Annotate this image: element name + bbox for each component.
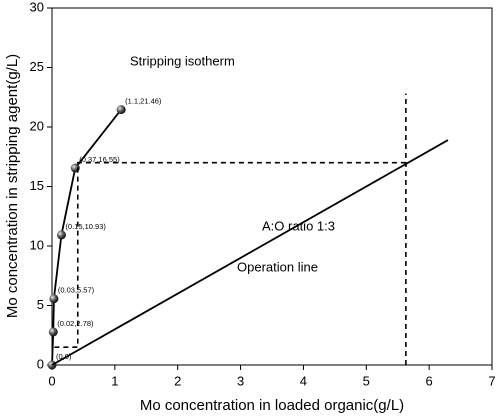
y-axis-title: Mo concentration in stripping agent(g/L) [4, 54, 21, 318]
point-label: (0.02,2.78) [57, 319, 94, 328]
dashed-line [52, 161, 406, 348]
point-label: (0.37,16.55) [79, 155, 120, 164]
y-tick-label: 10 [30, 237, 44, 252]
annotation: Stripping isotherm [130, 53, 235, 68]
data-point [48, 327, 58, 337]
y-tick-label: 30 [30, 0, 44, 14]
point-label: (0.15,10.93) [65, 222, 106, 231]
data-point [116, 105, 126, 115]
data-point [56, 230, 66, 240]
annotation: Operation line [237, 259, 318, 274]
point-label: (1.1,21.46) [125, 97, 162, 106]
x-tick-label: 2 [174, 373, 181, 388]
x-tick-label: 4 [300, 373, 307, 388]
x-tick-label: 1 [111, 373, 118, 388]
y-tick-label: 0 [37, 356, 44, 371]
x-axis-title: Mo concentration in loaded organic(g/L) [140, 397, 404, 414]
y-tick-label: 5 [37, 297, 44, 312]
data-point [49, 294, 59, 304]
y-tick-label: 25 [30, 59, 44, 74]
x-tick-label: 0 [48, 373, 55, 388]
series-line [51, 109, 122, 366]
series-line [51, 139, 449, 366]
x-tick-label: 6 [426, 373, 433, 388]
y-tick-label: 15 [30, 178, 44, 193]
point-label: (0,0) [56, 352, 72, 361]
x-tick-label: 5 [363, 373, 370, 388]
x-tick-label: 3 [237, 373, 244, 388]
plot-frame [51, 7, 493, 366]
annotation: A:O ratio 1:3 [262, 218, 335, 233]
x-tick-label: 7 [488, 373, 495, 388]
y-tick-label: 20 [30, 118, 44, 133]
point-label: (0.03,5.57) [58, 286, 95, 295]
